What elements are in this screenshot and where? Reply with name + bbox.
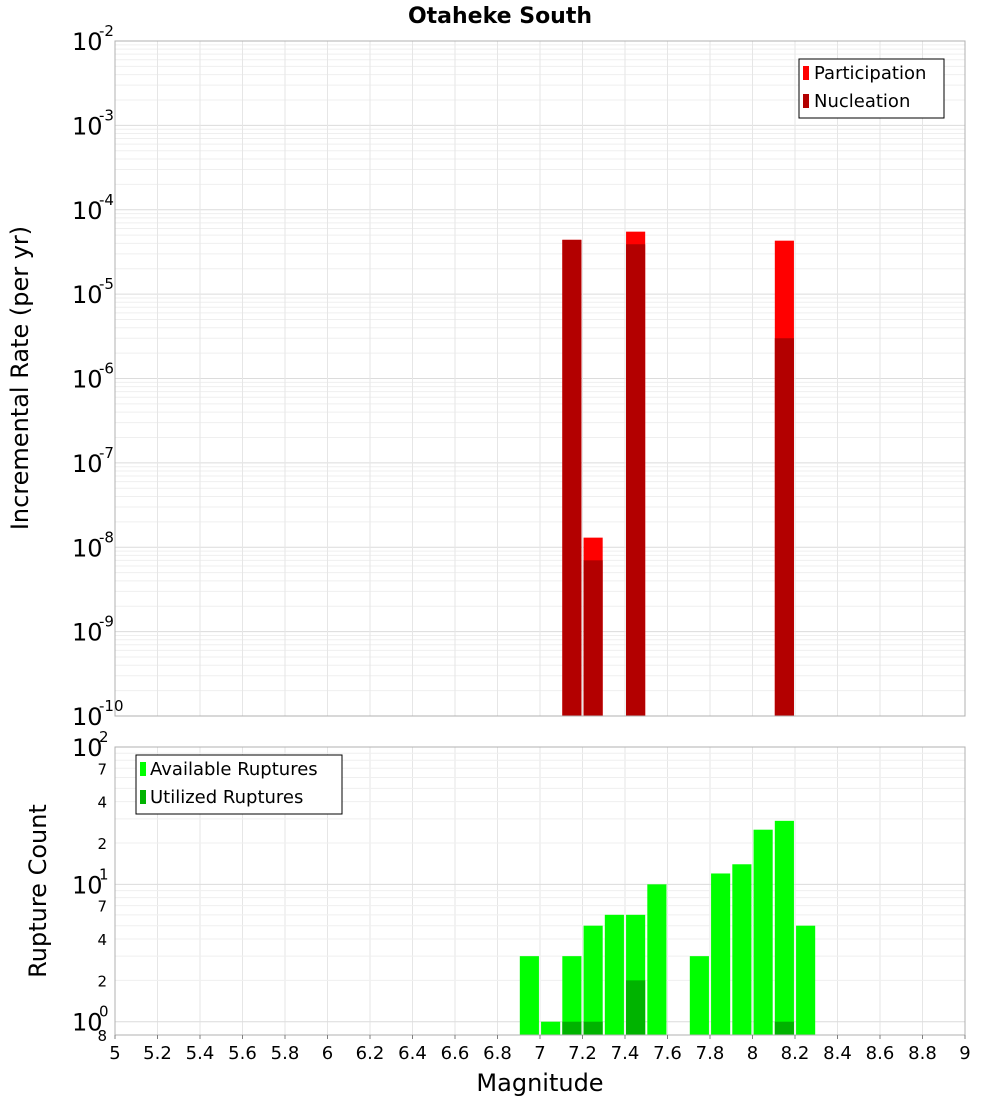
rate-grid	[114, 40, 966, 717]
rate-y-tick-base: 10	[72, 366, 103, 394]
available-ruptures-bar	[711, 873, 731, 1035]
rate-y-tick-exponent: -5	[99, 275, 114, 293]
x-tick-label: 6.6	[441, 1043, 470, 1064]
x-tick-label: 5.2	[143, 1043, 172, 1064]
count-y-minor-tick-label: 4	[97, 931, 107, 949]
x-tick-label: 7.2	[568, 1043, 597, 1064]
available-ruptures-bar	[519, 956, 539, 1035]
count-y-minor-tick-label: 4	[97, 794, 107, 812]
count-y-tick-exponent: 0	[99, 1003, 109, 1021]
rate-y-tick-exponent: -10	[99, 697, 124, 715]
rate-y-tick-base: 10	[72, 112, 103, 140]
utilized-ruptures-bar	[774, 1021, 794, 1035]
available-ruptures-bar	[774, 820, 794, 1035]
count-y-tick-exponent: 1	[99, 865, 109, 883]
x-tick-label: 7.6	[653, 1043, 682, 1064]
count-legend-label: Available Ruptures	[150, 759, 318, 780]
count-legend: Available Ruptures Utilized Ruptures	[135, 754, 343, 815]
rate-y-tick-base: 10	[72, 450, 103, 478]
count-y-minor-tick-label: 7	[97, 898, 107, 916]
available-ruptures-bar	[583, 925, 603, 1035]
x-tick-label: 8.8	[908, 1043, 937, 1064]
rate-y-axis-label: Incremental Rate (per yr)	[6, 226, 34, 530]
rate-y-tick-base: 10	[72, 28, 103, 56]
rate-y-tick-exponent: -2	[99, 22, 114, 40]
x-tick-label: 8.6	[866, 1043, 895, 1064]
x-tick-label: 7.8	[696, 1043, 725, 1064]
count-legend-label: Utilized Ruptures	[150, 787, 303, 808]
count-y-minor-tick-label: 2	[97, 835, 107, 853]
rate-y-tick-base: 10	[72, 281, 103, 309]
rate-y-tick-base: 10	[72, 534, 103, 562]
x-tick-label: 5.6	[228, 1043, 257, 1064]
rate-legend-box	[798, 58, 945, 119]
x-tick-label: 7.4	[611, 1043, 640, 1064]
utilized-ruptures-bar	[626, 980, 646, 1035]
count-y-tick-base: 10	[72, 1009, 103, 1037]
x-tick-label: 6.8	[483, 1043, 512, 1064]
rate-legend-label: Nucleation	[814, 91, 910, 112]
count-bars	[519, 820, 816, 1035]
x-tick-labels: 5 5.2 5.4 5.6 5.8 6 6.2 6.4 6.6 6.8 7 7.2 7.4 7.6 7.8 8…	[109, 1035, 971, 1064]
rate-legend-swatch	[803, 94, 809, 108]
count-y-tick-exponent: 2	[99, 728, 109, 746]
available-ruptures-bar	[562, 956, 582, 1035]
chart-title: Otaheke South	[408, 4, 592, 29]
rate-y-tick-exponent: -7	[99, 444, 114, 462]
rate-bars	[562, 231, 794, 717]
utilized-ruptures-bar	[562, 1021, 582, 1035]
x-tick-label: 6.4	[398, 1043, 427, 1064]
available-ruptures-bar	[753, 829, 773, 1035]
x-tick-label: 8.4	[823, 1043, 852, 1064]
rate-y-tick-exponent: -9	[99, 613, 114, 631]
available-ruptures-bar	[541, 1021, 561, 1035]
rate-legend: Participation Nucleation	[798, 58, 945, 119]
x-tick-label: 5	[109, 1043, 120, 1064]
x-tick-label: 5.4	[186, 1043, 215, 1064]
rate-y-tick-exponent: -8	[99, 528, 114, 546]
count-y-minor-tick-label: 7	[97, 760, 107, 778]
x-tick-label: 8	[747, 1043, 758, 1064]
count-legend-swatch	[140, 790, 146, 804]
count-legend-swatch	[140, 762, 146, 776]
nucleation-bar	[562, 239, 582, 716]
rate-legend-swatch	[803, 66, 809, 80]
utilized-ruptures-bar	[583, 1021, 603, 1035]
rate-y-tick-exponent: -6	[99, 360, 114, 378]
x-axis-label: Magnitude	[476, 1069, 603, 1097]
rate-plot-frame	[114, 40, 966, 717]
x-tick-label: 5.8	[271, 1043, 300, 1064]
available-ruptures-bar	[604, 914, 624, 1035]
count-y-tick-base: 10	[72, 871, 103, 899]
available-ruptures-bar	[647, 884, 667, 1035]
nucleation-bar	[774, 338, 794, 716]
x-tick-label: 6.2	[356, 1043, 385, 1064]
count-y-minor-tick-label: 8	[97, 1027, 107, 1045]
nucleation-bar	[583, 560, 603, 716]
x-tick-label: 7	[534, 1043, 545, 1064]
count-y-minor-tick-label: 2	[97, 972, 107, 990]
rate-y-tick-exponent: -4	[99, 191, 114, 209]
rate-y-tick-exponent: -3	[99, 106, 114, 124]
rate-y-tick-base: 10	[72, 619, 103, 647]
rate-legend-label: Participation	[814, 63, 926, 84]
x-tick-label: 8.2	[781, 1043, 810, 1064]
available-ruptures-bar	[732, 864, 752, 1035]
rate-y-tick-base: 10	[72, 703, 103, 731]
count-y-axis-label: Rupture Count	[24, 804, 52, 978]
available-ruptures-bar	[689, 956, 709, 1035]
x-tick-label: 6	[322, 1043, 333, 1064]
count-y-tick-base: 10	[72, 734, 103, 762]
x-tick-label: 9	[959, 1043, 970, 1064]
rate-y-tick-base: 10	[72, 197, 103, 225]
count-legend-box	[135, 754, 343, 815]
available-ruptures-bar	[796, 925, 816, 1035]
nucleation-bar	[626, 244, 646, 717]
